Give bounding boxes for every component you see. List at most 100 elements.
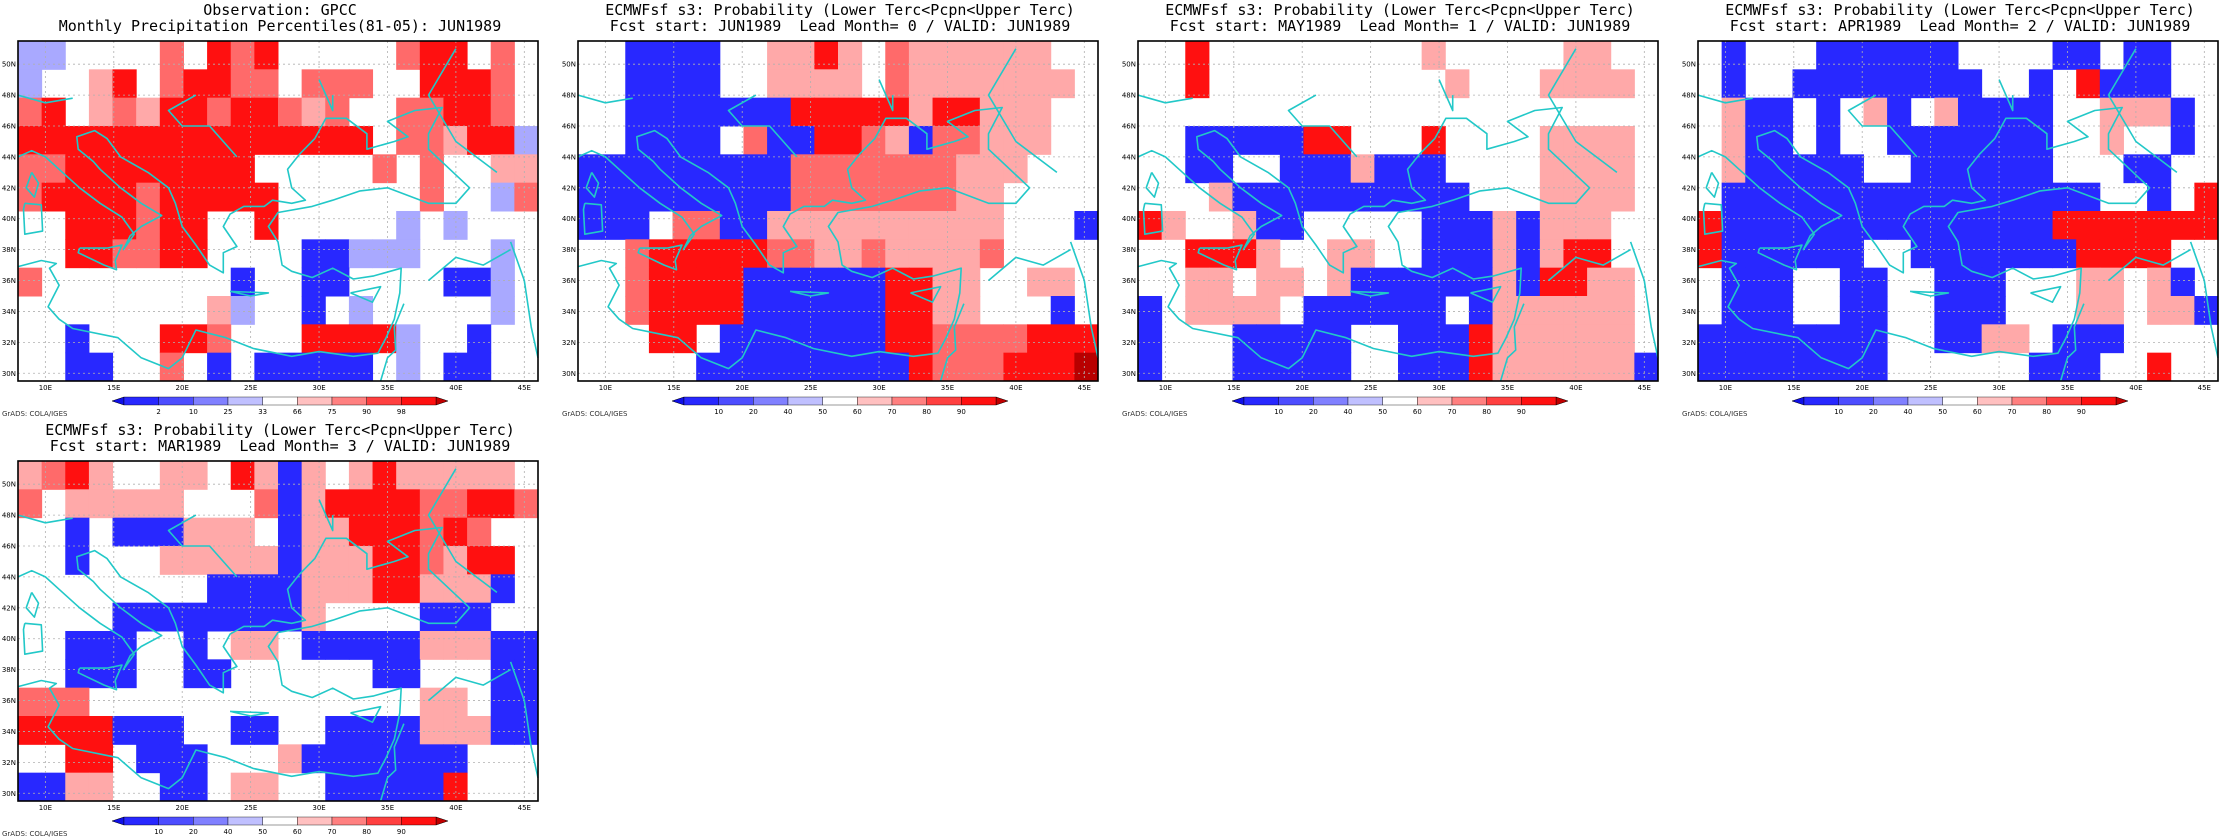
grid-cell	[1745, 97, 1770, 127]
coastline	[1909, 290, 1950, 297]
grid-cell	[1839, 267, 1864, 297]
grid-cell	[814, 267, 839, 297]
grid-cell	[1839, 239, 1864, 269]
grid-cell	[767, 69, 792, 99]
panel-title-line2: Fcst start: JUN1989 Lead Month= 0 / VALI…	[609, 17, 1071, 35]
grid-cell	[2052, 211, 2077, 240]
grid-cell	[885, 239, 910, 269]
grid-cell	[1027, 267, 1052, 297]
grid-cell	[1768, 154, 1794, 184]
lat-tick-label: 46N	[1682, 123, 1696, 131]
lon-tick-label: 20E	[176, 804, 189, 812]
colorbar-label: 40	[224, 828, 233, 836]
grid-cell	[1910, 69, 1935, 99]
grid-cell	[348, 352, 374, 382]
grid-cell	[419, 41, 444, 70]
grid-cell	[885, 69, 910, 99]
grid-cell	[648, 267, 674, 297]
grid-cell	[443, 489, 468, 519]
grid-cell	[1563, 296, 1588, 325]
grid-cell	[1003, 41, 1028, 70]
grid-cell	[254, 461, 279, 490]
grid-cell	[1816, 97, 1841, 127]
grid-cell	[1768, 267, 1794, 297]
map-frame	[1137, 40, 1659, 382]
grid-cell	[207, 97, 232, 127]
grid-cell	[2194, 211, 2219, 240]
grid-cell	[672, 267, 697, 297]
grid-cell	[790, 41, 815, 70]
grid-cell	[1050, 69, 1075, 99]
coastline	[1705, 171, 1720, 198]
colorbar: 10 20 40 50 60 70 80 90	[1791, 396, 2129, 416]
grid-cell	[1634, 352, 1659, 382]
precip-map: 30N 32N 34N 36N 38N 40N 42N 44N 46N 48N 50N 10E 15E 2…	[2, 460, 539, 836]
grid-cell	[1208, 126, 1234, 155]
grid-cell	[885, 154, 910, 184]
coastline	[1142, 202, 1164, 235]
grid-cell	[254, 97, 279, 127]
grid-cell	[2028, 126, 2054, 155]
grid-cell	[719, 267, 744, 297]
grid-cell	[18, 687, 43, 717]
coastline	[350, 285, 382, 304]
grid-cell	[65, 461, 90, 490]
gridlines	[1698, 41, 2218, 381]
precip-map: 30N 32N 34N 36N 38N 40N 42N 44N 46N 48N 50N 10E 15E 2…	[562, 40, 1099, 416]
grid-cell	[65, 659, 90, 689]
lon-tick-label: 45E	[1078, 384, 1091, 392]
grid-cell	[1745, 239, 1770, 269]
grid-cell	[1492, 324, 1517, 354]
coastline	[167, 514, 238, 578]
grid-cell	[467, 517, 492, 547]
colorbar-arrow-left	[111, 396, 125, 406]
grid-cell	[207, 296, 232, 325]
colorbar-segment	[857, 396, 893, 406]
grid-cell	[1910, 211, 1935, 240]
grid-cell	[1610, 352, 1635, 382]
grid-cell	[908, 324, 934, 354]
grid-cell	[908, 182, 934, 212]
grid-cell	[396, 517, 421, 547]
grid-cell	[1374, 154, 1399, 184]
grid-cell	[136, 126, 161, 155]
map-frame	[1697, 40, 2219, 382]
grid-cell	[1027, 41, 1052, 70]
grid-cell	[325, 69, 350, 99]
grid-cell	[301, 97, 326, 127]
grid-cell	[625, 211, 650, 240]
lon-tick-label: 10E	[1159, 384, 1172, 392]
colorbar-arrow-right	[435, 816, 449, 826]
lat-tick-label: 38N	[1122, 246, 1136, 254]
axis-labels: 30N 32N 34N 36N 38N 40N 42N 44N 46N 48N 50N 10E 15E 2…	[1682, 61, 2211, 392]
grid-cell	[696, 126, 721, 155]
grid-cell	[1563, 211, 1588, 240]
gridlines	[1138, 41, 1658, 381]
lat-tick-label: 32N	[562, 339, 576, 347]
grid-cell	[2076, 182, 2101, 212]
grid-cell	[490, 41, 515, 70]
coastline	[427, 668, 511, 702]
grid-cell	[88, 211, 114, 240]
coastline	[318, 499, 334, 532]
grid-cell	[490, 97, 515, 127]
grid-cell	[325, 489, 350, 519]
lat-tick-label: 50N	[1682, 61, 1696, 69]
grid-cell	[767, 239, 792, 269]
grid-cell	[719, 324, 744, 354]
grid-cell	[159, 517, 184, 547]
grid-cell	[861, 97, 886, 127]
grid-cell	[1768, 352, 1794, 382]
grid-cell	[183, 69, 208, 99]
colorbar-segment	[401, 396, 437, 406]
grid-cell	[1863, 69, 1888, 99]
grid-cell	[1256, 324, 1281, 354]
grid-cell	[1610, 154, 1635, 184]
grid-cell	[1027, 352, 1052, 382]
grid-cell	[18, 772, 43, 802]
grid-cell	[1232, 296, 1257, 325]
grid-cell	[230, 574, 255, 604]
lon-tick-label: 15E	[107, 384, 120, 392]
grid-cell	[136, 211, 161, 240]
colorbar: 10 20 40 50 60 70 80 90	[111, 816, 449, 836]
